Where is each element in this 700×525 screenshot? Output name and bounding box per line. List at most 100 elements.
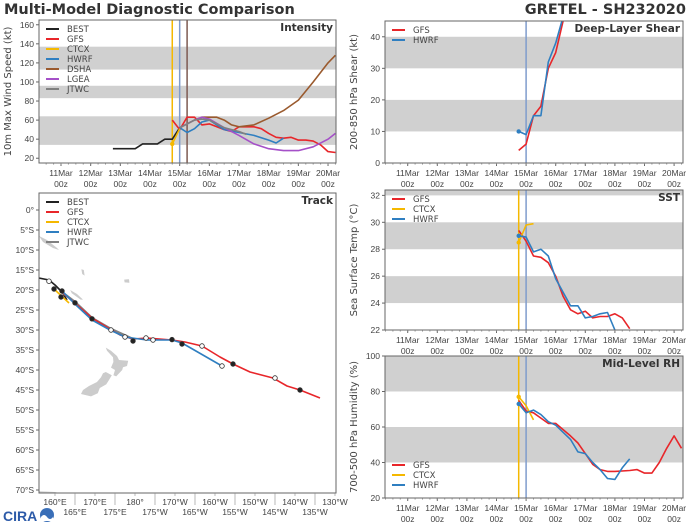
panel-title: SST <box>658 192 681 204</box>
x-tick-hour: 00z <box>490 346 504 356</box>
x-tick-hour: 00z <box>519 346 533 356</box>
x-tick-label: 12Mar 00z <box>425 503 449 524</box>
y-tick-label: 140 <box>20 39 34 49</box>
x-tick-hour: 00z <box>667 179 681 189</box>
y-tick-label: 120 <box>20 58 34 68</box>
y-axis-label: 200-850 hPa Shear (kt) <box>349 34 360 150</box>
point-hwrf <box>516 233 521 238</box>
x-tick-label: 14Mar 00z <box>484 335 508 356</box>
x-tick-label: 17Mar 00z <box>573 503 597 524</box>
x-tick-hour: 00z <box>173 179 187 189</box>
legend-label-ctcx: CTCX <box>67 218 90 228</box>
y-tick-label: 30 <box>371 217 381 227</box>
legend-label-best: BEST <box>67 25 90 35</box>
y-tick-label: 22 <box>371 325 381 335</box>
x-tick-label: 12Mar 00z <box>79 168 103 189</box>
track-marker-gfs <box>169 336 175 343</box>
x-tick-date: 14Mar <box>138 168 162 178</box>
series-hwrf <box>518 21 563 136</box>
track-marker-hwrf <box>59 288 65 294</box>
lon-tick-label: 150°W <box>242 497 268 507</box>
shaded-band <box>385 427 683 463</box>
plot-frame <box>38 192 337 494</box>
legend-label-gfs: GFS <box>413 195 430 205</box>
x-tick-date: 11Mar <box>396 168 420 178</box>
x-tick-hour: 00z <box>549 346 563 356</box>
y-tick-label: 0 <box>375 158 380 168</box>
y-tick-label: 40 <box>25 134 35 144</box>
lon-tick-label: 160°W <box>202 497 228 507</box>
plot-area <box>385 21 683 163</box>
x-tick-hour: 00z <box>143 179 157 189</box>
track-marker-gfs <box>89 316 95 322</box>
x-tick-label: 19Mar 00z <box>632 503 656 524</box>
x-tick-label: 20Mar 00z <box>316 168 340 189</box>
x-tick-label: 16Mar 00z <box>197 168 221 189</box>
x-tick-date: 18Mar <box>603 335 627 345</box>
x-tick-hour: 00z <box>608 179 622 189</box>
shaded-band <box>385 190 683 196</box>
x-tick-hour: 00z <box>430 179 444 189</box>
x-tick-hour: 00z <box>321 179 335 189</box>
lat-tick-label: 15°S <box>15 265 34 275</box>
legend-label-ctcx: CTCX <box>413 471 436 481</box>
x-tick-date: 18Mar <box>257 168 281 178</box>
y-tick-label: 32 <box>371 190 381 200</box>
x-tick-hour: 00z <box>667 514 681 524</box>
y-tick-label: 100 <box>20 77 34 87</box>
x-tick-date: 14Mar <box>484 168 508 178</box>
lat-tick-label: 65°S <box>15 465 34 475</box>
lat-tick-label: 55°S <box>15 425 34 435</box>
series-jtwc <box>179 118 247 136</box>
x-tick-date: 19Mar <box>632 335 656 345</box>
x-tick-hour: 00z <box>401 514 415 524</box>
x-tick-label: 15Mar 00z <box>514 168 538 189</box>
series-ctcx <box>518 396 535 421</box>
x-tick-label: 20Mar 00z <box>662 503 686 524</box>
x-tick-label: 16Mar 00z <box>544 335 568 356</box>
x-tick-hour: 00z <box>54 179 68 189</box>
map-area <box>39 236 321 493</box>
lon-tick-label: 160°E <box>43 497 67 507</box>
x-tick-date: 13Mar <box>455 335 479 345</box>
x-tick-date: 13Mar <box>455 503 479 513</box>
y-tick-label: 28 <box>371 244 381 254</box>
x-tick-label: 13Mar 00z <box>108 168 132 189</box>
x-tick-hour: 00z <box>608 346 622 356</box>
x-tick-date: 15Mar <box>514 335 538 345</box>
x-tick-hour: 00z <box>578 179 592 189</box>
x-tick-hour: 00z <box>202 179 216 189</box>
track-marker-best <box>46 278 52 284</box>
x-tick-hour: 00z <box>430 514 444 524</box>
x-tick-label: 14Mar 00z <box>484 168 508 189</box>
y-tick-label: 20 <box>371 493 381 503</box>
legend-label-ctcx: CTCX <box>413 205 436 215</box>
legend-label-lgea: LGEA <box>67 75 90 85</box>
x-tick-hour: 00z <box>84 179 98 189</box>
x-tick-label: 20Mar 00z <box>662 335 686 356</box>
series-hwrf <box>179 119 284 144</box>
y-tick-label: 26 <box>371 271 381 281</box>
x-tick-label: 12Mar 00z <box>425 168 449 189</box>
x-tick-date: 19Mar <box>632 168 656 178</box>
x-tick-hour: 00z <box>519 179 533 189</box>
track-marker-best <box>58 294 64 300</box>
x-tick-hour: 00z <box>460 514 474 524</box>
plot-area <box>385 356 683 498</box>
x-tick-label: 13Mar 00z <box>455 503 479 524</box>
x-tick-label: 16Mar 00z <box>544 503 568 524</box>
x-tick-date: 15Mar <box>514 503 538 513</box>
y-tick-label: 24 <box>371 298 381 308</box>
x-tick-date: 12Mar <box>425 335 449 345</box>
legend-label-hwrf: HWRF <box>67 228 93 238</box>
series-gfs <box>518 229 631 330</box>
y-tick-label: 30 <box>371 63 381 73</box>
land-new-caledonia <box>70 290 83 300</box>
shaded-band <box>385 222 683 250</box>
track-marker-gfs <box>130 338 136 344</box>
lon-tick-label: 130°W <box>322 497 348 507</box>
x-tick-date: 16Mar <box>197 168 221 178</box>
x-tick-hour: 00z <box>549 179 563 189</box>
x-tick-date: 17Mar <box>573 335 597 345</box>
